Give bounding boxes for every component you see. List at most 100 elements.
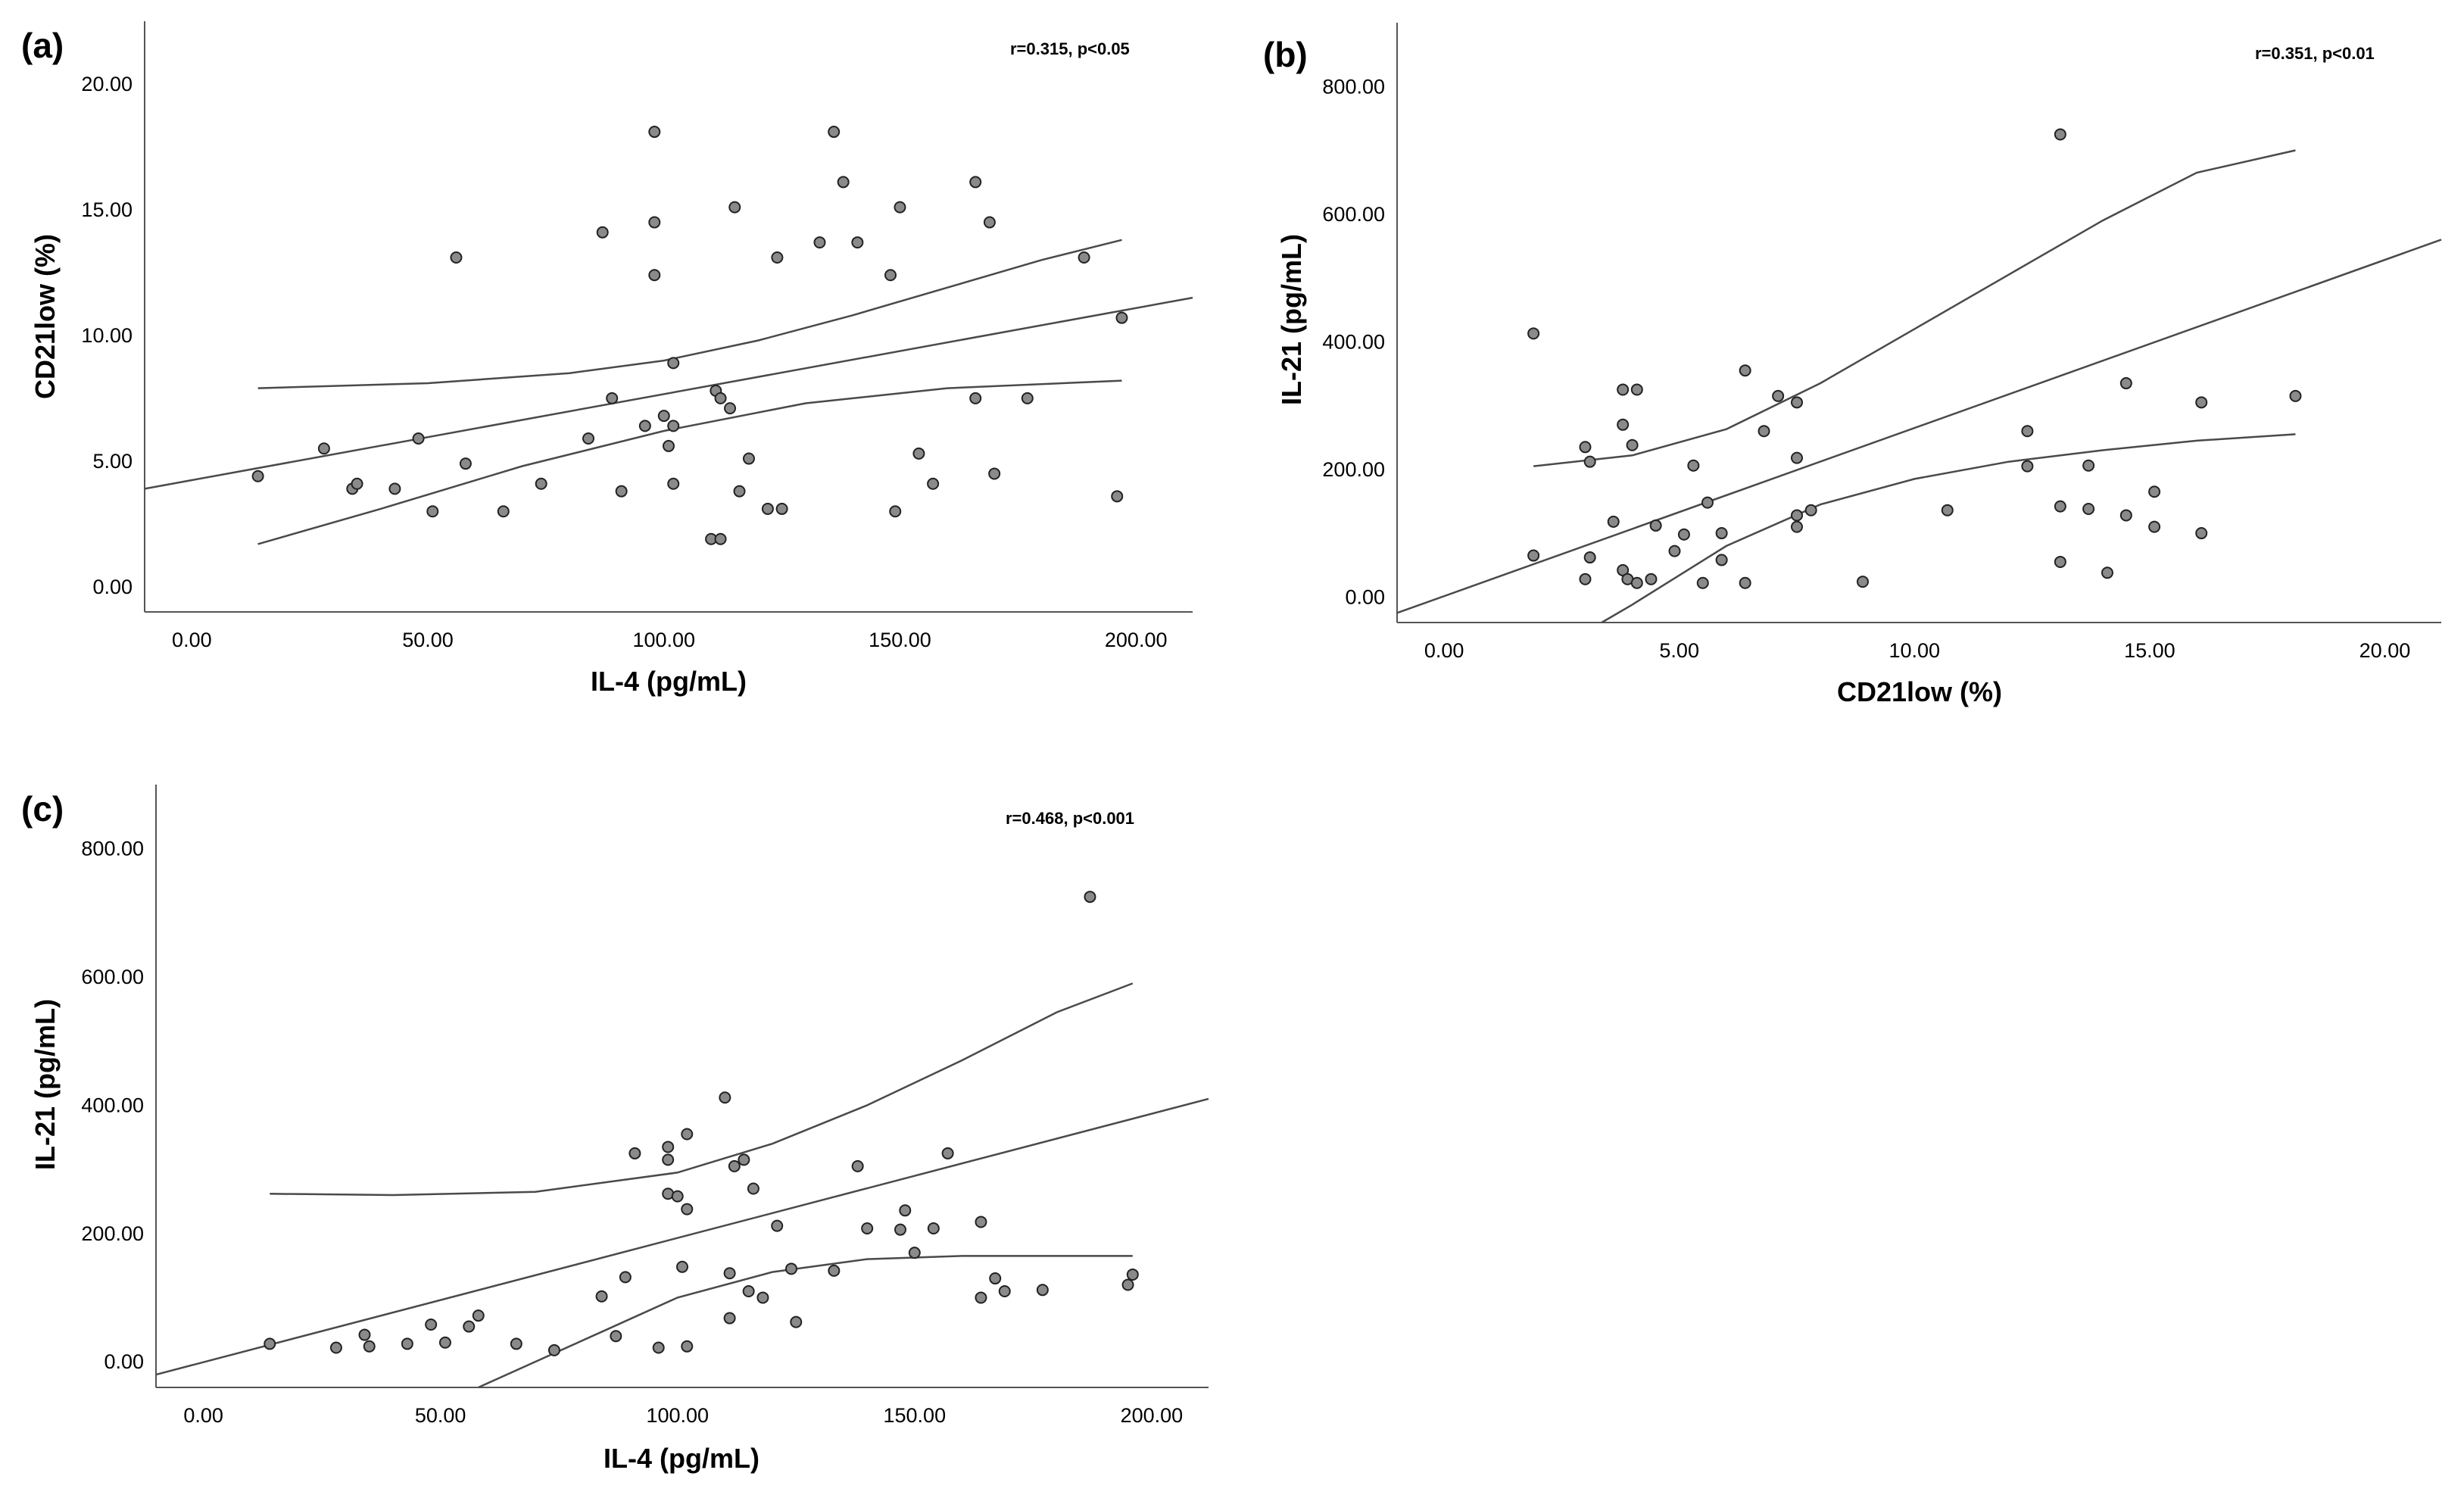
data-point [459,457,472,470]
data-point [1021,392,1034,404]
data-point [619,1271,632,1284]
data-point [1941,504,1954,516]
x-tick-label: 100.00 [632,629,695,651]
data-point [894,201,906,214]
data-point [899,1204,912,1217]
x-tick-label: 15.00 [2124,639,2175,662]
data-point [662,1153,675,1166]
data-point [2119,509,2132,522]
data-point [2289,389,2302,402]
data-point [2054,128,2066,141]
x-tick-label: 100.00 [646,1404,709,1427]
data-point [828,1264,841,1277]
data-point [1527,327,1540,340]
data-point [1668,545,1681,557]
data-point [2195,396,2208,409]
data-point [1583,455,1596,468]
data-point [1617,383,1630,396]
data-point [813,236,826,249]
data-point [638,420,651,432]
data-point [657,410,670,423]
regression-line [144,296,1193,490]
data-point [2148,485,2161,498]
data-point [667,420,680,432]
y-tick-label: 10.00 [81,324,133,347]
data-point [1790,520,1803,533]
x-tick-label: 5.00 [1659,639,1699,662]
ci-lower-curve [257,379,1122,545]
data-point [652,1341,665,1354]
data-point [329,1341,342,1354]
data-point [975,1291,987,1304]
data-point [2082,459,2095,472]
panel-c-y-axis-title: IL-21 (pg/mL) [30,999,61,1170]
data-point [363,1340,376,1353]
data-point [1630,383,1643,396]
data-point [771,251,784,264]
data-point [547,1344,560,1356]
data-point [1790,396,1803,409]
data-point [648,269,661,282]
panel-c-correlation: r=0.468, p<0.001 [1006,809,1134,828]
panel-b-correlation: r=0.351, p<0.01 [2255,44,2375,63]
data-point [426,505,439,518]
regression-line [155,1097,1209,1376]
data-point [1701,496,1714,509]
data-point [595,1290,608,1303]
data-point [662,1141,675,1153]
data-point [2082,503,2095,516]
data-point [317,442,330,455]
data-point [596,226,609,239]
ci-lower-curve [478,1255,1133,1389]
data-point [1607,515,1620,528]
y-tick-label: 400.00 [81,1094,144,1116]
data-point [401,1337,413,1350]
data-point [425,1319,438,1331]
y-tick-label: 600.00 [81,966,144,988]
data-point [747,1182,759,1195]
ci-upper-curve [270,982,1134,1197]
panel-a-scatter: (a) r=0.315, p<0.05 0.00 50.00 100.00 150.0… [21,21,1193,697]
data-point [837,176,850,189]
data-point [1715,527,1728,540]
panel-c-scatter: (c) r=0.468, p<0.001 0.00 50.00 100.00 150.… [21,785,1209,1474]
data-point [1078,251,1090,264]
data-point [2021,460,2034,473]
data-point [1527,549,1540,562]
data-point [851,236,864,249]
x-tick-label: 0.00 [172,629,212,651]
data-point [251,470,264,482]
data-point [912,447,925,460]
y-tick-label: 200.00 [1322,458,1385,481]
data-point [975,1216,987,1228]
panel-a-y-axis-title: CD21low (%) [30,234,61,399]
data-point [714,532,727,545]
data-point [606,392,619,404]
data-point [610,1330,622,1343]
x-tick-label: 20.00 [2360,639,2411,662]
panel-b-scatter: (b) r=0.351, p<0.01 0.00 5.00 10.00 15.00 20… [1263,23,2442,707]
ci-upper-curve [257,239,1122,389]
regression-line [1396,239,2442,614]
data-point [1790,451,1803,464]
y-tick-label: 600.00 [1322,203,1385,226]
data-point [1121,1278,1134,1291]
data-point [2148,520,2161,533]
y-tick-label: 200.00 [81,1222,144,1245]
data-point [1715,554,1728,566]
data-point [388,482,401,495]
data-point [1084,891,1096,903]
data-point [648,216,661,229]
data-point [667,357,680,370]
data-point [969,392,982,404]
data-point [497,505,510,518]
data-point [264,1337,276,1350]
data-point [667,477,680,490]
data-point [998,1284,1011,1297]
panel-c-label: (c) [21,789,64,829]
data-point [628,1147,641,1159]
data-point [728,1159,741,1172]
data-point [351,477,363,490]
panel-a-label: (a) [21,26,64,65]
data-point [1649,519,1662,532]
